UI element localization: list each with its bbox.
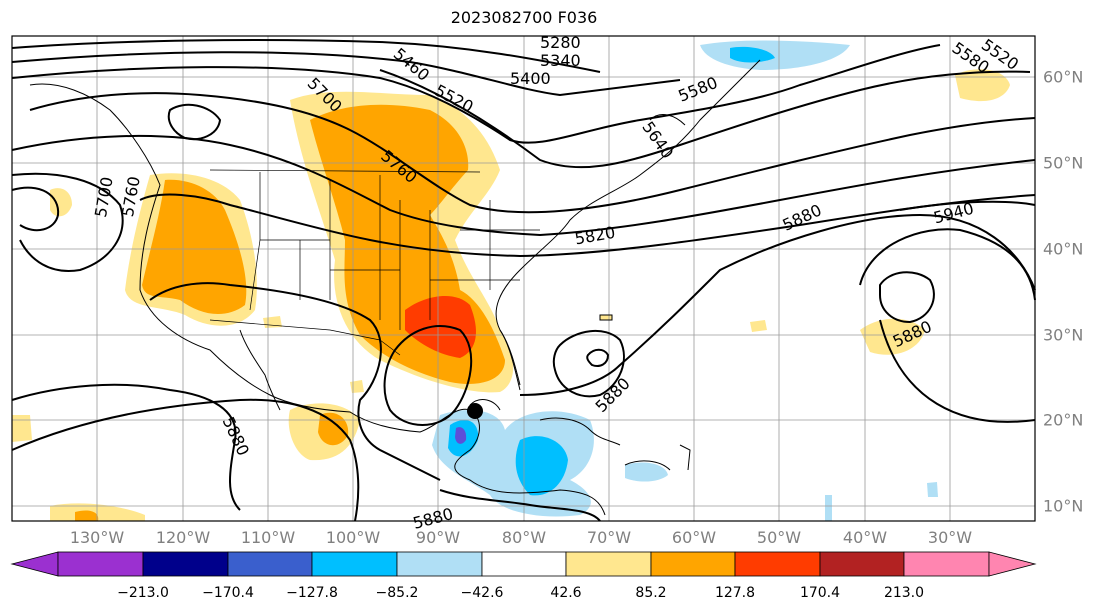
colorbar-bin (227, 551, 313, 577)
contour-label: 5280 (540, 33, 581, 52)
colorbar-bin (311, 551, 398, 577)
lon-label: 30°W (927, 528, 973, 547)
lon-label: 100°W (325, 528, 381, 547)
lon-label: 80°W (501, 528, 547, 547)
colorbar-bin (142, 551, 229, 577)
lat-label: 30°N (1043, 325, 1084, 345)
lon-label: 110°W (240, 528, 296, 547)
lon-label: 130°W (69, 528, 125, 547)
contour-label: 5340 (540, 51, 581, 70)
lon-label: 70°W (586, 528, 632, 547)
lat-label: 10°N (1043, 496, 1084, 516)
colorbar-tick-label: 42.6 (550, 585, 582, 601)
colorbar-bin (734, 551, 821, 577)
lon-label: 60°W (671, 528, 717, 547)
colorbar-bin (819, 551, 905, 577)
lon-label: 90°W (415, 528, 461, 547)
lon-label: 40°W (842, 528, 888, 547)
lon-label: 50°W (756, 528, 802, 547)
lat-label: 50°N (1043, 153, 1084, 173)
colorbar (10, 551, 1037, 577)
colorbar-tick-label: −127.8 (286, 585, 338, 601)
colorbar-tick-label: −213.0 (117, 585, 169, 601)
colorbar-bin (396, 551, 483, 577)
lat-label: 60°N (1043, 67, 1084, 87)
storm-center-marker (467, 403, 483, 419)
colorbar-bin (650, 551, 736, 577)
colorbar-tick-label: 85.2 (635, 585, 667, 601)
lat-label: 20°N (1043, 410, 1084, 430)
colorbar-tick-label: −85.2 (375, 585, 419, 601)
colorbar-extend-high (988, 551, 1037, 577)
colorbar-tick-label: 170.4 (799, 585, 841, 601)
height-contours (11, 39, 1036, 522)
colorbar-tick-label: −170.4 (202, 585, 254, 601)
closed-contours (167, 103, 222, 140)
colorbar-bin (57, 551, 144, 577)
lat-label: 40°N (1043, 239, 1084, 259)
negative-anomaly-strong (455, 427, 467, 444)
lon-label: 120°W (155, 528, 211, 547)
colorbar-bin (903, 551, 990, 577)
gridlines (12, 36, 1035, 521)
colorbar-bin (565, 551, 652, 577)
colorbar-extend-low (10, 551, 59, 577)
colorbar-tick-label: 127.8 (714, 585, 756, 601)
coastlines (29, 59, 761, 516)
colorbar-tick-label: 213.0 (883, 585, 925, 601)
colorbar-bin (481, 551, 567, 577)
contour-label: 5400 (510, 69, 551, 88)
map-title: 2023082700 F036 (450, 8, 598, 27)
map-frame (11, 35, 1036, 522)
colorbar-tick-label: −42.6 (460, 585, 504, 601)
political-borders (209, 169, 540, 356)
